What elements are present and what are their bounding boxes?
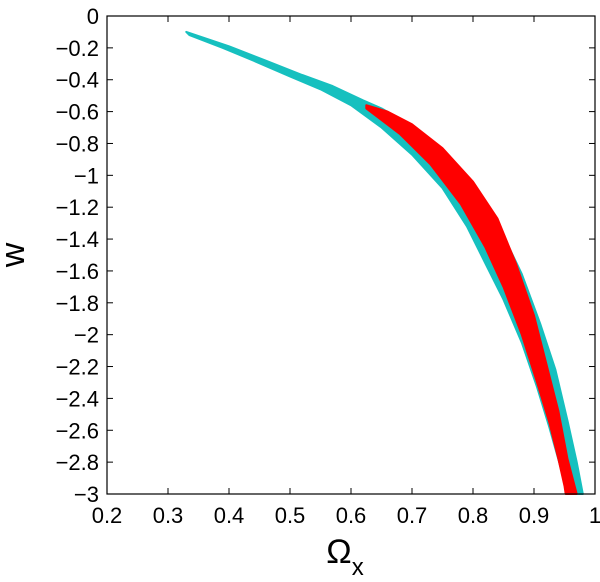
y-tick-label: −1 bbox=[74, 163, 99, 188]
y-axis-title: w bbox=[0, 242, 32, 268]
y-tick-label: −0.8 bbox=[56, 131, 99, 156]
y-tick-label: −0.2 bbox=[56, 36, 99, 61]
y-tick-label: −2 bbox=[74, 323, 99, 348]
y-tick-label: −3 bbox=[74, 482, 99, 507]
x-tick-label: 0.4 bbox=[214, 503, 245, 528]
x-tick-label: 0.3 bbox=[153, 503, 184, 528]
x-tick-labels: 0.2 0.3 0.4 0.5 0.6 0.7 0.8 0.9 1 bbox=[92, 503, 600, 528]
x-tick-label: 0.5 bbox=[275, 503, 306, 528]
y-tick-label: −1.6 bbox=[56, 259, 99, 284]
x-tick-label: 0.6 bbox=[336, 503, 367, 528]
x-axis-title: Ωx bbox=[326, 533, 363, 581]
y-tick-labels: 0 −0.2 −0.4 −0.6 −0.8 −1 −1.2 −1.4 −1.6 −1.8 −2 −2.… bbox=[56, 4, 99, 507]
x-tick-label: 0.7 bbox=[397, 503, 428, 528]
x-tick-label: 0.9 bbox=[519, 503, 550, 528]
x-tick-label: 1 bbox=[589, 503, 600, 528]
y-tick-label: −1.8 bbox=[56, 291, 99, 316]
y-tick-label: −2.6 bbox=[56, 418, 99, 443]
y-tick-label: −2.4 bbox=[56, 386, 99, 411]
y-tick-label: −1.2 bbox=[56, 195, 99, 220]
y-tick-label: −2.2 bbox=[56, 355, 99, 380]
x-axis-title-main: Ω bbox=[326, 533, 351, 571]
axis-ticks bbox=[106, 15, 596, 495]
x-tick-label: 0.2 bbox=[92, 503, 123, 528]
y-tick-label: −2.8 bbox=[56, 450, 99, 475]
x-axis-title-subscript: x bbox=[352, 554, 364, 581]
x-tick-label: 0.8 bbox=[458, 503, 489, 528]
y-tick-label: −0.4 bbox=[56, 68, 99, 93]
y-tick-label: 0 bbox=[87, 4, 99, 29]
y-tick-label: −0.6 bbox=[56, 100, 99, 125]
y-tick-label: −1.4 bbox=[56, 227, 99, 252]
